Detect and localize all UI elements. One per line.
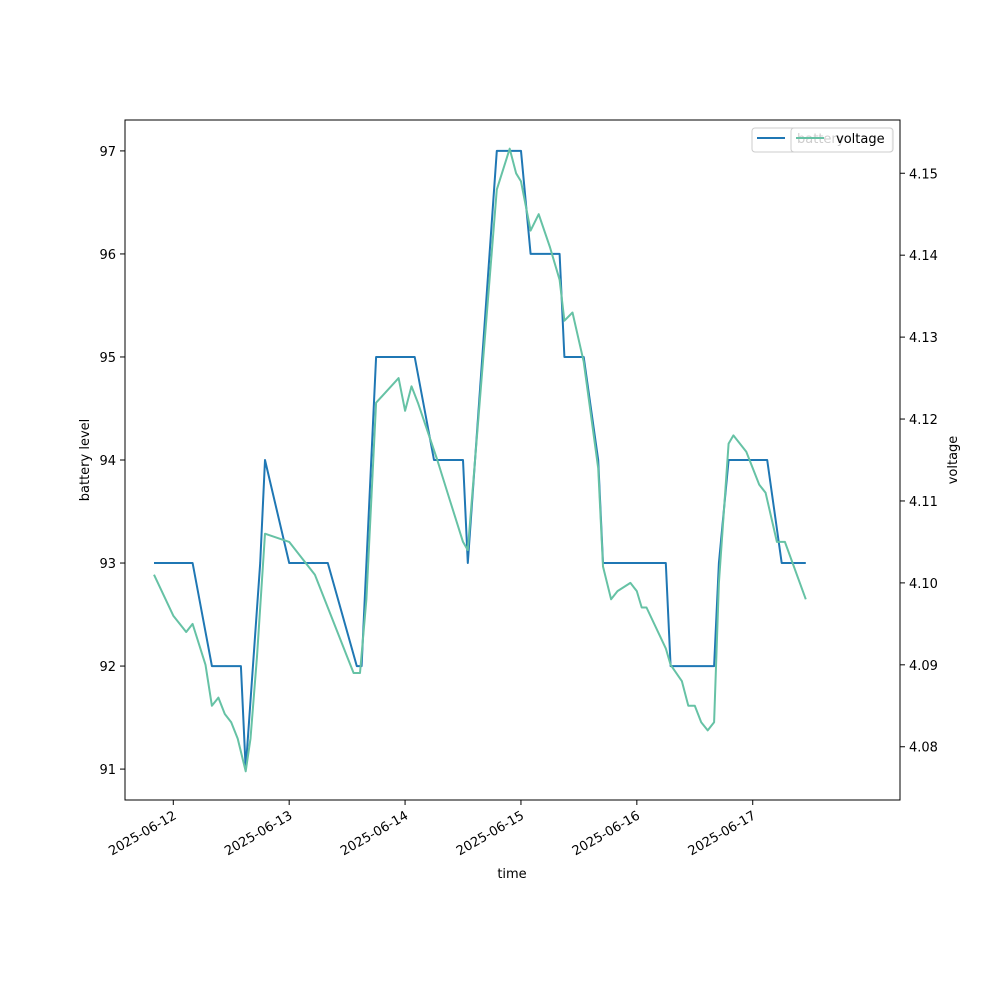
series-line-battery (154, 149, 806, 771)
plot-area (125, 120, 900, 800)
y2-tick-label: 4.11 (909, 495, 938, 510)
series-layer (153, 147, 807, 773)
y-tick-label: 92 (99, 660, 116, 675)
y2-tick-label: 4.14 (909, 249, 938, 264)
y-axis-right: 4.08 4.09 4.10 4.11 4.12 4.13 4.14 4.15 (900, 167, 938, 756)
y-tick-label: 93 (99, 557, 116, 572)
y2-axis-label: voltage (946, 436, 961, 485)
series-line-voltage (153, 147, 807, 773)
y2-tick-label: 4.15 (909, 167, 938, 182)
y-tick-label: 96 (99, 248, 116, 263)
legend-box-voltage (790, 127, 894, 153)
y-tick-label: 97 (99, 145, 116, 160)
y-axis-left: 91 92 93 94 95 96 97 (99, 145, 125, 778)
legend-voltage: voltage (790, 127, 894, 153)
y2-tick-label: 4.12 (909, 413, 938, 428)
y2-tick-label: 4.09 (909, 659, 938, 674)
y2-tick-label: 4.08 (909, 741, 938, 756)
y2-tick-label: 4.10 (909, 577, 938, 592)
y-tick-label: 94 (99, 454, 116, 469)
y-axis-label: battery level (78, 419, 93, 502)
y-tick-label: 95 (99, 351, 116, 366)
y2-tick-label: 4.13 (909, 331, 938, 346)
y-tick-label: 91 (99, 763, 116, 778)
x-axis-label: time (497, 867, 526, 882)
legend-label-voltage: voltage (836, 132, 885, 147)
